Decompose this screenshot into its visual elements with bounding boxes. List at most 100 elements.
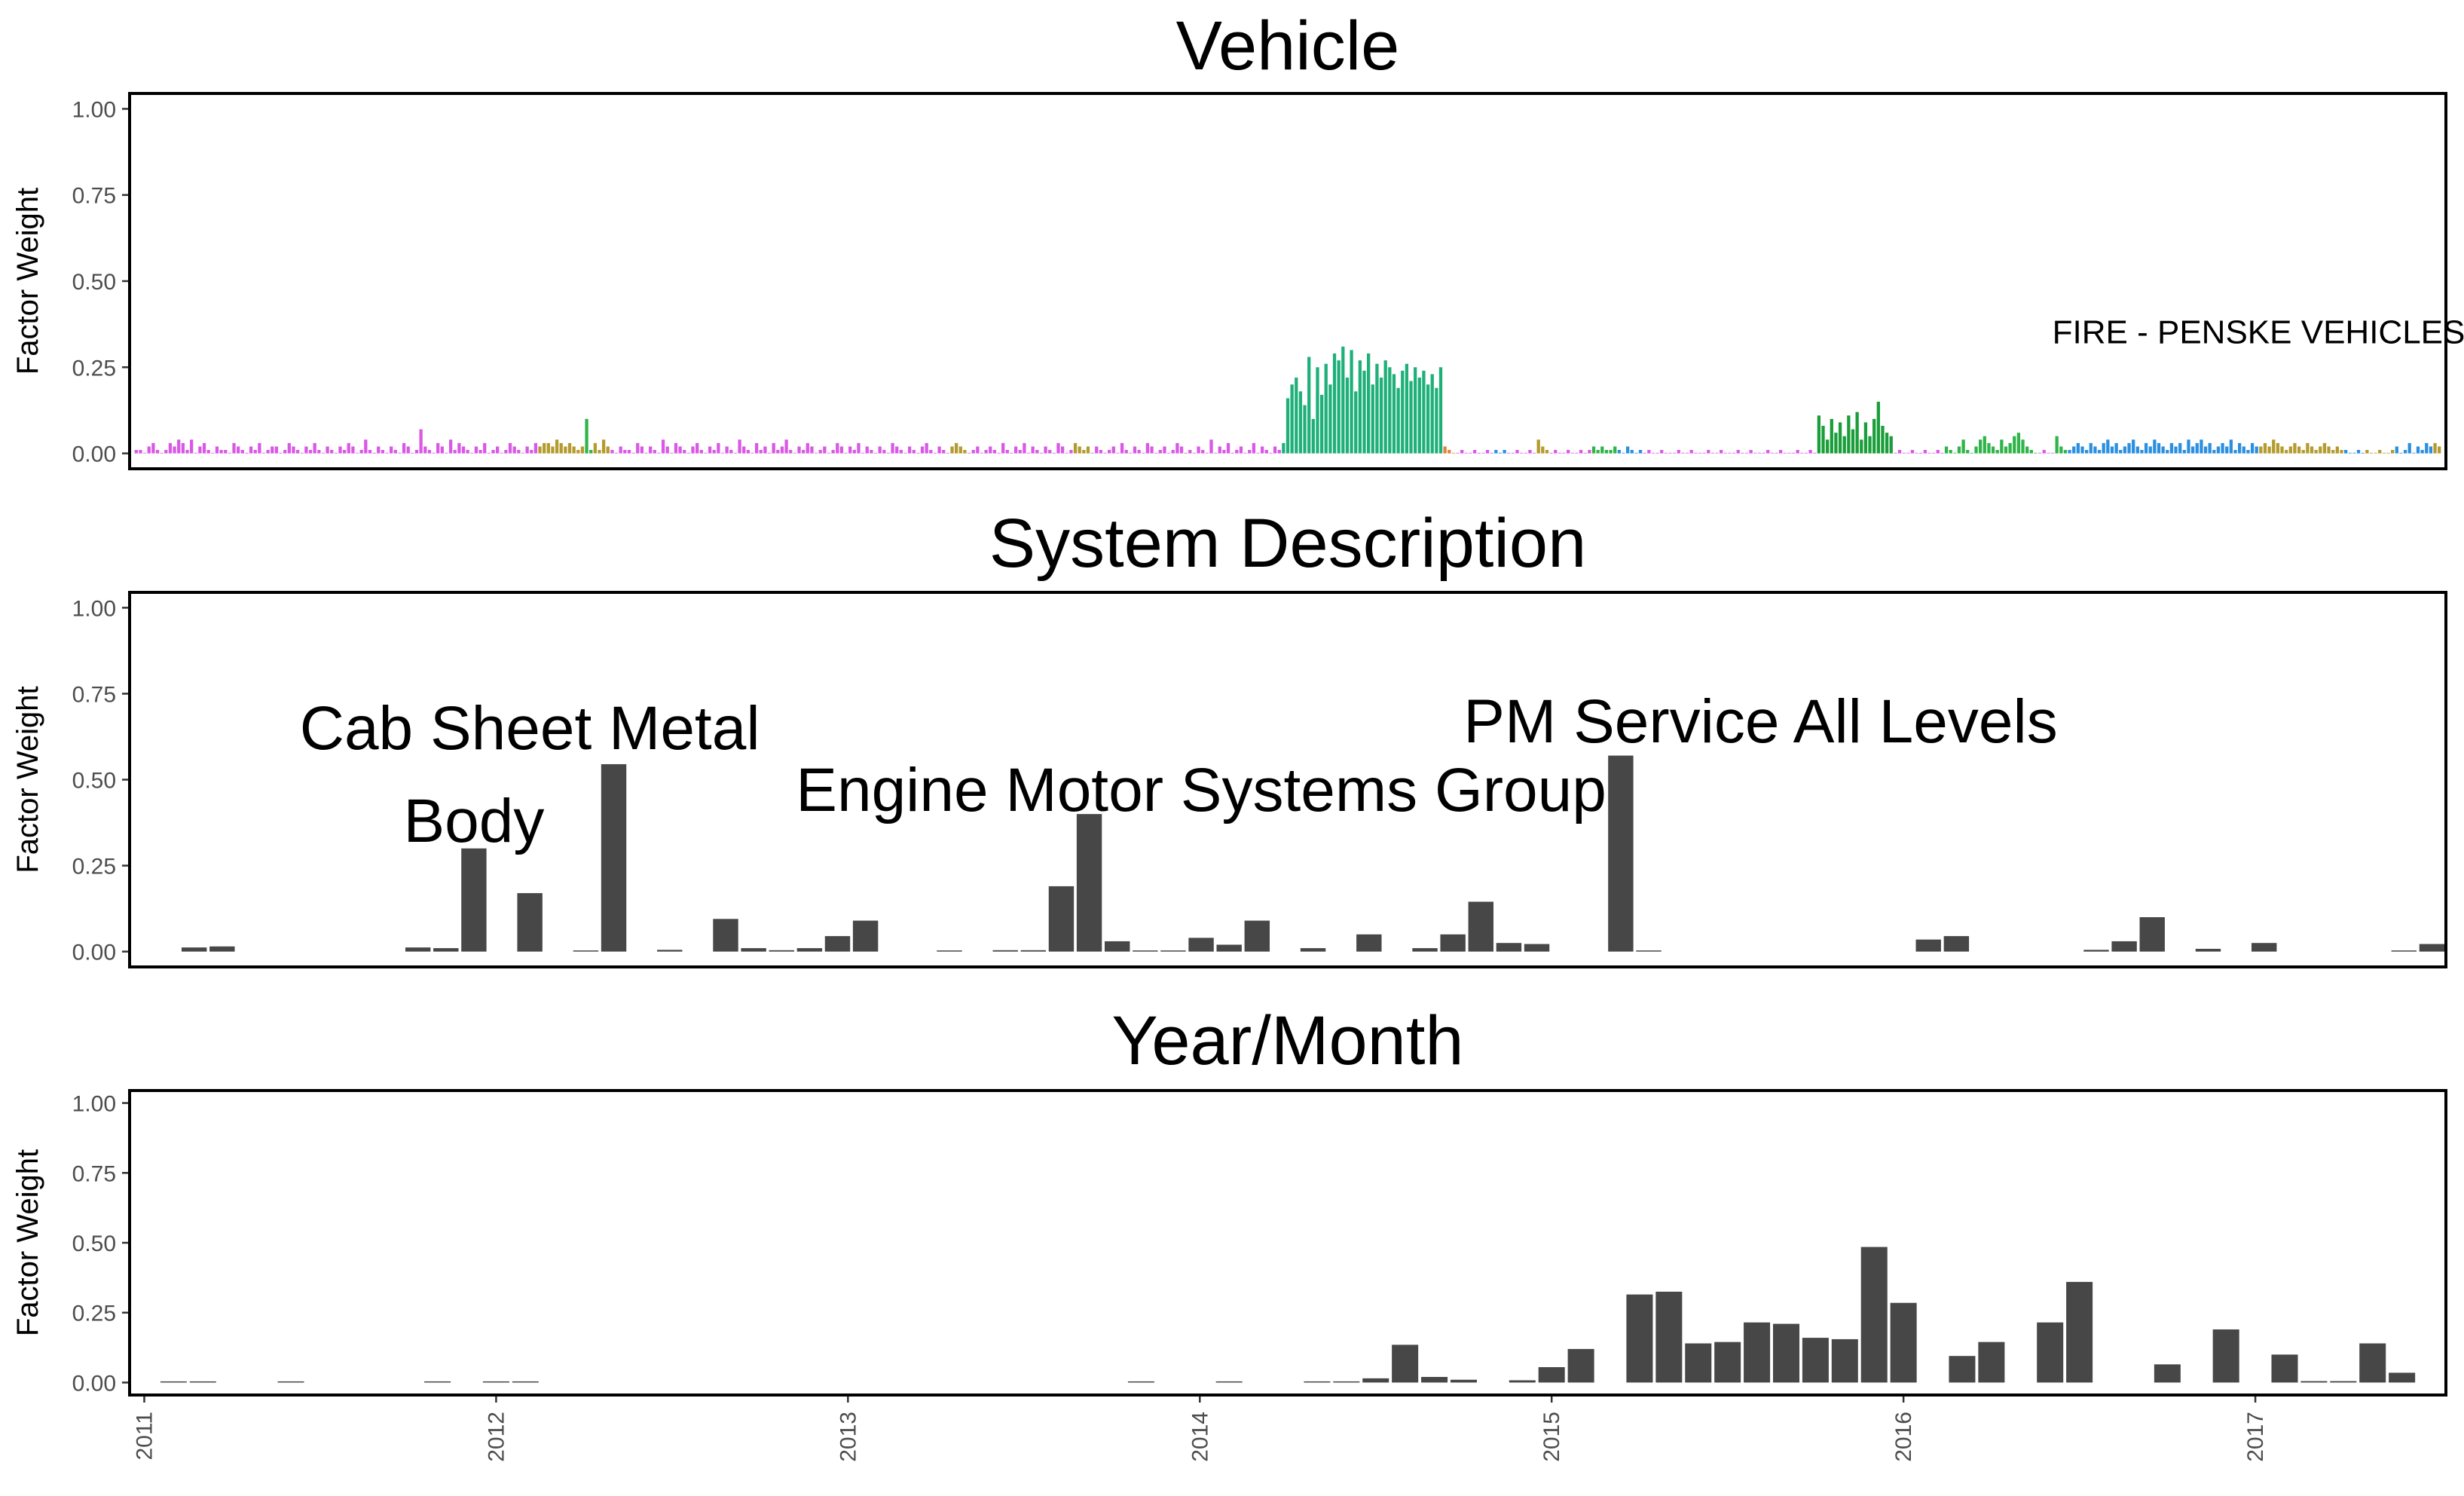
bar xyxy=(891,442,894,454)
bar xyxy=(1681,452,1685,454)
bar xyxy=(2195,442,2199,454)
bar xyxy=(738,439,741,454)
bar xyxy=(1451,452,1456,454)
bar xyxy=(2139,916,2165,952)
bar xyxy=(2119,450,2123,454)
bar xyxy=(1800,452,1804,454)
bar xyxy=(601,763,627,952)
bar xyxy=(1851,429,1855,454)
bar xyxy=(564,446,567,454)
bar xyxy=(2433,442,2437,454)
bar xyxy=(925,442,928,454)
bar xyxy=(1651,452,1655,454)
bar xyxy=(1078,446,1081,454)
bar xyxy=(1048,886,1075,952)
yearmonth-bars xyxy=(160,1247,2416,1383)
bar xyxy=(796,948,823,952)
bar xyxy=(2029,450,2033,454)
bar xyxy=(1108,450,1111,454)
bar xyxy=(1796,450,1799,454)
bar xyxy=(194,452,197,454)
annotation: Body xyxy=(403,787,544,855)
bar xyxy=(1596,450,1600,454)
bar xyxy=(2438,446,2441,454)
bar xyxy=(390,446,393,454)
bar xyxy=(1957,446,1961,454)
bar xyxy=(776,450,780,454)
bar xyxy=(2340,450,2343,454)
bar xyxy=(1940,452,1944,454)
bar xyxy=(665,446,669,454)
bar xyxy=(2042,450,2046,454)
bar xyxy=(1304,1381,1331,1383)
bar xyxy=(946,452,950,454)
bar xyxy=(1239,446,1243,454)
bar xyxy=(1655,452,1659,454)
bar xyxy=(1813,452,1817,454)
bar xyxy=(933,452,937,454)
bar xyxy=(903,452,907,454)
bar xyxy=(657,452,661,454)
bar xyxy=(1358,360,1362,454)
bar xyxy=(211,452,215,454)
bar xyxy=(2021,439,2025,454)
bar xyxy=(1520,452,1524,454)
bar xyxy=(2195,948,2221,952)
bar xyxy=(2271,1354,2298,1383)
bar xyxy=(1496,943,1522,952)
bar xyxy=(1166,452,1171,454)
bar xyxy=(1830,418,1833,454)
bar xyxy=(1655,1291,1683,1383)
bar xyxy=(2252,943,2277,952)
bar xyxy=(2068,450,2071,454)
bar xyxy=(177,439,181,454)
bar xyxy=(1961,439,1965,454)
bar xyxy=(1440,934,1466,952)
bar xyxy=(364,439,368,454)
bar xyxy=(2169,442,2174,454)
bar xyxy=(198,446,202,454)
bar xyxy=(1698,452,1702,454)
bar xyxy=(963,450,967,454)
bar xyxy=(1129,452,1133,454)
panel-border xyxy=(128,92,2447,470)
bar xyxy=(1528,450,1532,454)
bar xyxy=(1536,439,1540,454)
bar xyxy=(2212,450,2216,454)
bar xyxy=(1834,433,1838,454)
bar xyxy=(573,950,599,952)
bar xyxy=(950,446,954,454)
bar xyxy=(1401,370,1405,454)
bar xyxy=(1638,450,1643,454)
bar xyxy=(2080,446,2084,454)
bar xyxy=(576,450,580,454)
bar xyxy=(1902,452,1906,454)
bar xyxy=(134,450,138,454)
bar xyxy=(551,446,555,454)
y-axis-label: Factor Weight xyxy=(11,686,44,873)
bar xyxy=(500,452,503,454)
bar xyxy=(1405,363,1409,454)
bar xyxy=(1511,452,1515,454)
y-tick-label: 0.00 xyxy=(72,1371,116,1396)
bar xyxy=(1943,936,1970,952)
bar xyxy=(2276,442,2280,454)
bar xyxy=(517,450,521,454)
bar xyxy=(1020,950,1047,952)
bar xyxy=(580,446,585,454)
bar xyxy=(1450,1379,1477,1383)
bar xyxy=(1362,1378,1389,1383)
bar xyxy=(1710,452,1715,454)
bar xyxy=(1103,452,1107,454)
bar xyxy=(215,446,219,454)
bar xyxy=(559,442,563,454)
bar xyxy=(1472,450,1477,454)
vehicle-bars xyxy=(134,346,2441,454)
bar xyxy=(729,450,733,454)
bar xyxy=(636,442,640,454)
bar xyxy=(1133,446,1137,454)
bar xyxy=(2310,446,2314,454)
bar xyxy=(585,418,588,454)
bar xyxy=(2356,450,2361,454)
bar xyxy=(1216,944,1242,952)
